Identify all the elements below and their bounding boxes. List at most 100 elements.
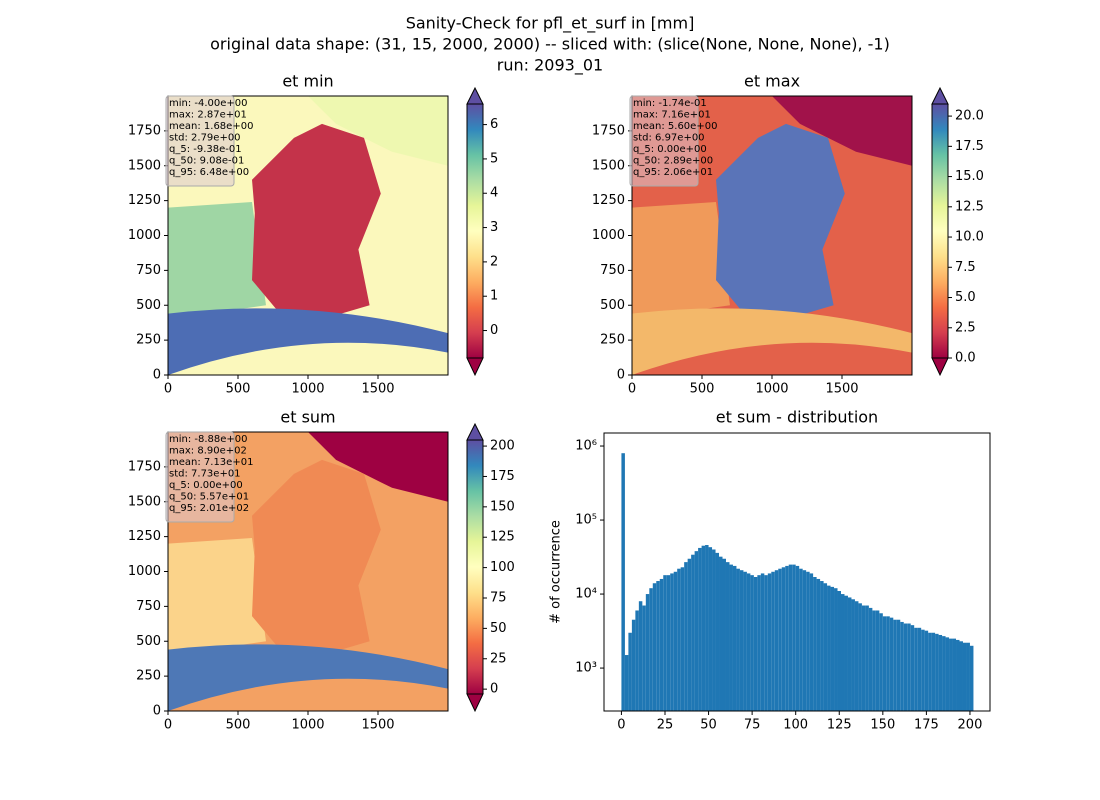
y-tick-label: 1250 [592, 193, 625, 208]
y-tick-label: 10⁶ [575, 439, 597, 454]
colorbar-extend [466, 86, 484, 105]
histogram-bar [956, 639, 960, 711]
histogram-bar [816, 578, 821, 711]
image-region [632, 308, 912, 375]
histogram-bar [886, 616, 890, 711]
y-tick-label: 0 [617, 368, 625, 383]
y-tick-label: 1500 [592, 158, 625, 173]
histogram-bar [631, 619, 636, 711]
histogram-bar [785, 565, 789, 711]
histogram-bar [945, 637, 950, 711]
histogram-bar [788, 564, 793, 711]
histogram-bar [921, 629, 925, 711]
histogram-bar [854, 601, 859, 711]
histogram-bar [935, 633, 939, 711]
histogram-bar [809, 573, 814, 711]
image-region [772, 96, 912, 166]
y-tick-label: 10³ [575, 661, 597, 676]
image-region [252, 459, 381, 656]
stats-box [165, 95, 235, 187]
colorbar-tick-label: 0 [490, 682, 498, 697]
x-tick-label: 1500 [361, 718, 394, 733]
x-tick-label: 50 [700, 718, 717, 733]
stats-line: q_95: 2.01e+02 [169, 503, 249, 514]
colorbar-tick-label: 17.5 [955, 139, 984, 154]
histogram-bar [743, 571, 747, 711]
histogram-bar [652, 583, 657, 711]
colorbar-frame [466, 104, 484, 358]
histogram-bar [781, 567, 786, 711]
colorbar-tick-label: 10.0 [955, 230, 984, 245]
histogram-bar [893, 619, 897, 711]
y-tick-label: 10⁵ [575, 513, 597, 528]
stats-line: mean: 5.60e+00 [633, 121, 717, 132]
histogram-bar [847, 597, 852, 711]
histogram-bar [879, 613, 883, 711]
histogram-bar [746, 573, 751, 711]
x-tick-label: 1500 [361, 382, 394, 397]
stats-line: std: 6.97e+00 [633, 133, 705, 144]
y-tick-label: 250 [136, 669, 161, 684]
histogram-bar [903, 623, 908, 711]
colorbar-extend [931, 86, 949, 105]
histogram-bar [635, 610, 639, 711]
colorbar-extend [931, 357, 949, 377]
stats-line: mean: 7.13e+01 [169, 457, 253, 468]
histogram-bar [760, 573, 765, 711]
stats-line: q_5: 0.00e+00 [169, 480, 243, 491]
histogram-bar [680, 567, 685, 711]
colorbar-frame [466, 440, 484, 694]
colorbar-tick-label: 6 [490, 117, 498, 132]
histogram-bar [698, 547, 702, 711]
y-tick-label: 250 [136, 333, 161, 348]
colorbar-tick-label: 50 [490, 621, 507, 636]
histogram-bar [959, 641, 963, 711]
x-tick-label: 150 [870, 718, 895, 733]
image-region [308, 432, 448, 502]
x-tick-label: 500 [690, 382, 715, 397]
histogram-bar [778, 568, 782, 711]
suptitle: Sanity-Check for pfl_et_surf in [mm] [406, 14, 695, 34]
histogram-bar [931, 632, 936, 711]
histogram-bar [628, 632, 632, 711]
histogram-bar [823, 583, 828, 711]
histogram-bar [813, 577, 817, 711]
histogram-bar [889, 617, 894, 711]
image-region [252, 123, 381, 320]
stats-line: q_50: 9.08e-01 [169, 156, 244, 167]
stats-line: max: 8.90e+02 [169, 446, 247, 457]
stats-line: q_50: 2.89e+00 [633, 156, 713, 167]
histogram-bar [851, 599, 855, 711]
histogram-bar [844, 595, 848, 711]
histogram-bar [896, 619, 901, 711]
histogram-bar [771, 571, 775, 711]
x-tick-label: 125 [827, 718, 852, 733]
image-region [168, 202, 266, 320]
histogram-bar [701, 545, 706, 711]
colorbar-tick-label: 0.0 [955, 351, 976, 366]
y-tick-label: 1750 [128, 459, 161, 474]
histogram-bar [841, 594, 845, 711]
histogram-bar [621, 453, 625, 711]
colorbar [932, 104, 948, 358]
x-tick-label: 0 [617, 718, 625, 733]
histogram-bar [663, 575, 667, 711]
stats-line: max: 7.16e+01 [633, 110, 711, 121]
stats-box [165, 431, 235, 523]
histogram-bar [799, 568, 803, 711]
histogram-bar [966, 642, 970, 711]
colorbar [467, 440, 483, 694]
histogram-bar [638, 601, 643, 711]
stats-line: std: 7.73e+01 [169, 469, 241, 480]
y-tick-label: 1000 [128, 564, 161, 579]
histogram-bar [719, 556, 723, 711]
histogram-bar [684, 562, 688, 711]
histogram-bar [659, 578, 664, 711]
histogram-bar [820, 581, 824, 711]
image-region [632, 202, 730, 320]
image-region [168, 538, 266, 656]
stats-line: max: 2.87e+01 [169, 110, 247, 121]
histogram-bar [802, 570, 807, 711]
colorbar-extend [466, 357, 484, 377]
colorbar-tick-label: 0 [490, 323, 498, 338]
